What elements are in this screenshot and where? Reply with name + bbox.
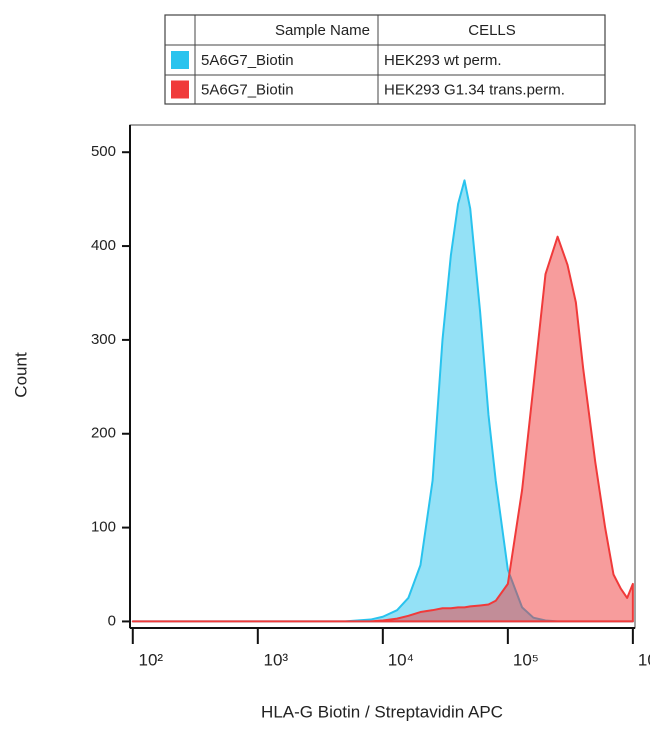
histogram-area <box>131 235 634 623</box>
x-tick-label: 10⁴ <box>388 650 414 669</box>
x-tick-label: 10⁵ <box>513 650 539 669</box>
legend-name: 5A6G7_Biotin <box>201 52 294 69</box>
x-tick-label: 10³ <box>264 650 289 669</box>
legend-swatch <box>171 51 189 69</box>
x-tick-label: 10⁶ <box>638 650 650 669</box>
legend-cells: HEK293 G1.34 trans.perm. <box>384 81 565 98</box>
legend-header: Sample Name <box>275 22 370 39</box>
x-tick-label: 10² <box>138 650 163 669</box>
y-tick-label: 0 <box>108 612 116 629</box>
y-tick-label: 200 <box>91 425 116 442</box>
legend-name: 5A6G7_Biotin <box>201 81 294 98</box>
y-tick-label: 500 <box>91 143 116 160</box>
x-axis-label: HLA-G Biotin / Streptavidin APC <box>261 702 503 721</box>
y-tick-label: 400 <box>91 237 116 254</box>
y-tick-label: 100 <box>91 519 116 536</box>
legend-header: CELLS <box>468 22 516 39</box>
legend-table <box>164 14 606 105</box>
y-axis-label: Count <box>11 352 30 398</box>
legend-cells: HEK293 wt perm. <box>384 52 502 69</box>
y-tick-label: 300 <box>91 331 116 348</box>
legend-swatch <box>171 80 189 99</box>
